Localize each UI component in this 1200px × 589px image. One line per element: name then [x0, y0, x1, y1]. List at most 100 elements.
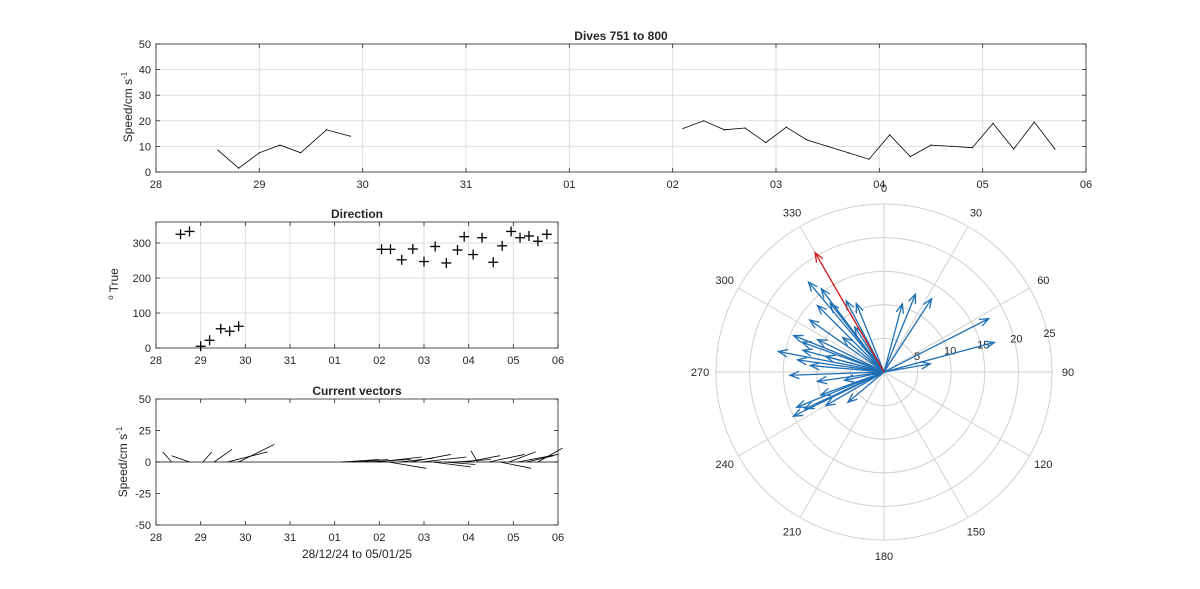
polar-current-vector-shaft — [797, 359, 885, 373]
speed-ytick-label: 10 — [139, 141, 151, 153]
polar-current-vector-head — [788, 370, 800, 380]
polar-current-vector-shaft — [778, 350, 885, 373]
polar-current-vector-shaft — [820, 288, 885, 373]
direction-xtick-label: 28 — [150, 355, 162, 367]
polar-current-vector-head — [795, 399, 807, 408]
speed-point — [744, 127, 746, 129]
speed-xtick-label: 04 — [873, 179, 885, 191]
speed-point — [930, 144, 932, 146]
polar-current-vector-shaft — [883, 303, 903, 373]
direction-panel-ylabel-text: True — [107, 268, 121, 293]
current-vector-stick — [517, 454, 559, 463]
speed-point — [971, 147, 973, 149]
direction-axes-box — [155, 221, 559, 349]
polar-spoke — [799, 371, 885, 518]
polar-current-vector-head — [855, 301, 864, 314]
polar-current-vector-shaft — [789, 371, 885, 376]
polar-angle-label: 330 — [783, 208, 801, 220]
direction-xtick-label: 01 — [329, 355, 341, 367]
speed-point — [238, 167, 240, 169]
polar-rose-panel: 0306090120150180210240270300330510152025 — [691, 183, 1074, 563]
speed-xtick-label: 29 — [253, 179, 265, 191]
polar-current-vector-head — [815, 338, 828, 348]
polar-current-vector-head — [824, 397, 836, 407]
direction-panel-ylabel: o True — [106, 268, 121, 300]
speed-point — [868, 158, 870, 160]
current-vector-stick — [537, 447, 563, 463]
current-vector-stick — [499, 461, 532, 469]
speed-xtick-label: 05 — [977, 179, 989, 191]
current-vectors-panel-xlabel: 28/12/24 to 05/01/25 — [302, 547, 412, 561]
current-vector-stick — [466, 455, 501, 463]
polar-current-vector-shaft — [804, 371, 885, 410]
speed-point — [349, 135, 351, 137]
speed-panel-ylabel-text: Speed/cm s — [121, 79, 135, 142]
polar-current-vector-head — [800, 341, 812, 350]
current-vectors-xtick-label: 28 — [150, 532, 162, 544]
polar-current-vector-head — [807, 280, 818, 292]
polar-current-vector-head — [801, 348, 813, 357]
direction-plus-marker — [477, 232, 488, 243]
polar-angle-label: 30 — [970, 208, 982, 220]
current-vectors-xtick-label: 04 — [463, 532, 475, 544]
direction-xtick-label: 30 — [239, 355, 251, 367]
direction-panel: Direction o True 28 29 30 31 01 02 03 04 05 06 0 100… — [106, 207, 564, 367]
direction-plus-marker — [441, 257, 452, 268]
polar-current-vector-head — [846, 393, 858, 404]
direction-plus-marker — [385, 244, 396, 255]
direction-plus-marker — [224, 326, 235, 337]
speed-point — [217, 149, 219, 151]
direction-xtick-label: 02 — [373, 355, 385, 367]
polar-current-vector-head — [808, 362, 821, 371]
polar-current-vector-head — [920, 361, 933, 370]
polar-current-vector-head — [820, 287, 831, 299]
polar-angle-label: 150 — [967, 526, 985, 538]
direction-plus-marker — [430, 241, 441, 252]
direction-plus-marker — [419, 256, 429, 267]
speed-point — [909, 156, 911, 158]
current-vectors-xtick-label: 03 — [418, 532, 430, 544]
speed-point — [951, 145, 953, 147]
polar-angle-label: 180 — [875, 551, 893, 563]
direction-plus-marker — [407, 243, 418, 254]
current-vector-stick — [377, 456, 422, 463]
speed-point — [806, 139, 808, 141]
polar-angle-label: 240 — [716, 459, 734, 471]
polar-mean-vector-head — [814, 251, 824, 263]
direction-plus-marker — [184, 226, 195, 237]
direction-plus-marker — [523, 231, 534, 241]
direction-ytick-label: 100 — [133, 308, 151, 320]
polar-current-vector-head — [984, 340, 997, 349]
current-vectors-xtick-label: 30 — [239, 532, 251, 544]
speed-xtick-label: 06 — [1080, 179, 1092, 191]
speed-ytick-label: 20 — [139, 116, 151, 128]
polar-mean-vector-shaft — [814, 252, 885, 373]
speed-panel-title: Dives 751 to 800 — [574, 29, 668, 43]
polar-current-vector-head — [895, 302, 905, 314]
direction-plus-marker — [215, 323, 226, 334]
direction-plus-marker — [396, 254, 407, 265]
current-vectors-panel-ylabel: Speed/cm s-1 — [115, 426, 130, 497]
direction-plus-marker — [233, 321, 244, 332]
current-vector-stick — [432, 461, 471, 468]
polar-angle-label: 300 — [716, 275, 734, 287]
current-vectors-panel-title: Current vectors — [312, 384, 402, 398]
current-vectors-ytick-label: 50 — [139, 394, 151, 406]
current-vector-stick — [388, 461, 427, 469]
direction-plus-marker — [376, 244, 387, 255]
current-vector-stick — [171, 455, 190, 463]
speed-xtick-label: 28 — [150, 179, 162, 191]
polar-current-vector-shaft — [883, 318, 990, 373]
polar-current-vector-shaft — [842, 336, 885, 373]
current-vectors-ytick-label: -25 — [135, 489, 151, 501]
speed-point — [889, 134, 891, 136]
polar-spoke — [883, 226, 969, 373]
direction-plus-marker — [452, 245, 463, 255]
polar-current-vector-head — [978, 317, 991, 327]
polar-current-vector-shaft — [844, 371, 885, 382]
speed-point — [300, 152, 302, 154]
speed-point — [258, 152, 260, 154]
direction-xtick-label: 31 — [284, 355, 296, 367]
polar-current-vector-head — [923, 297, 933, 309]
